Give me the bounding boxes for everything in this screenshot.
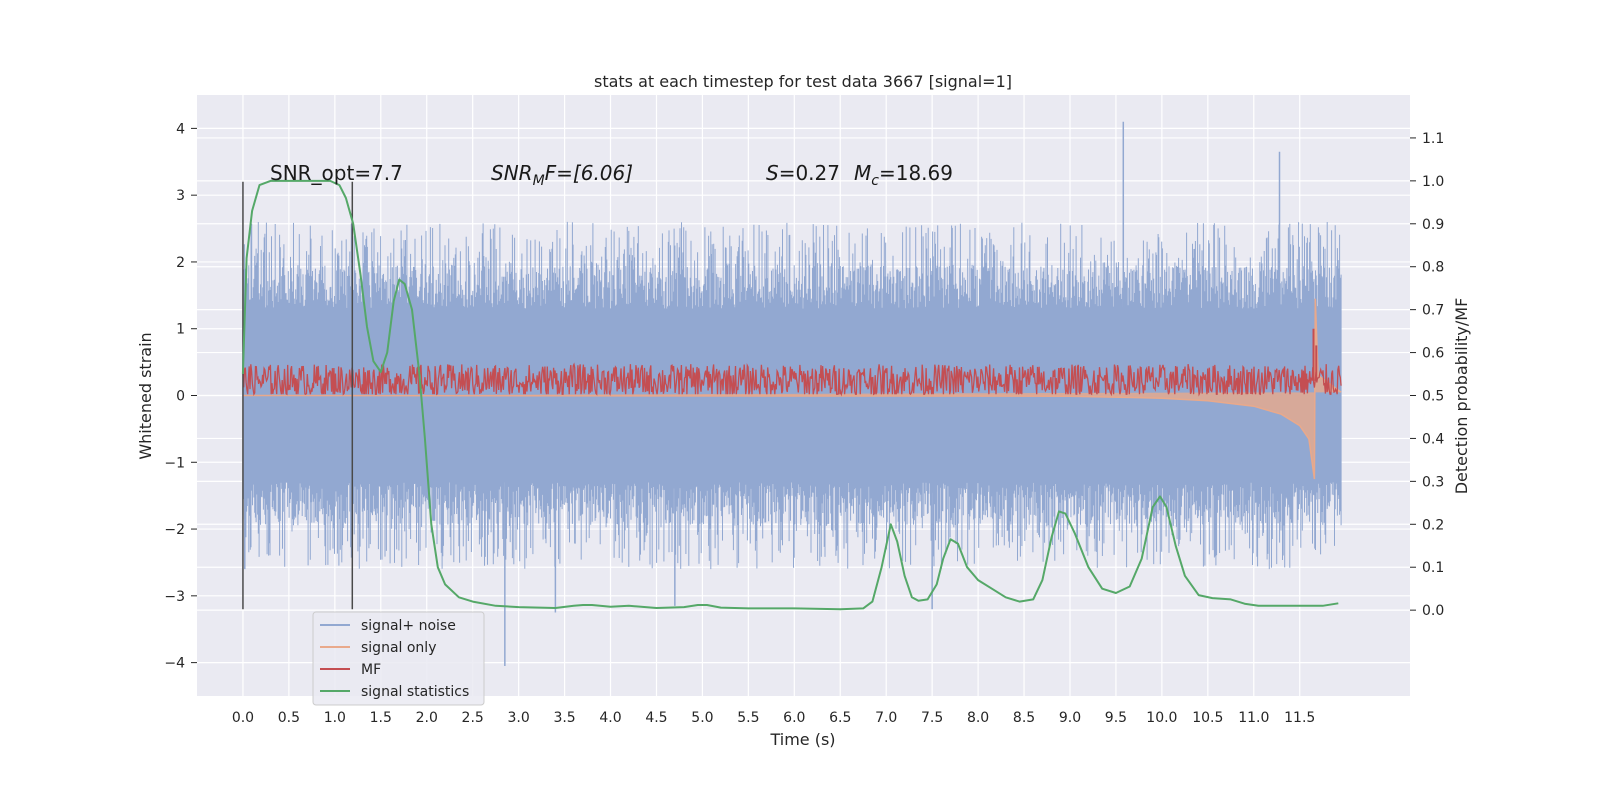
legend: signal+ noise signal only MF signal stat…: [312, 611, 485, 706]
x-tick-label: 0.5: [278, 710, 300, 726]
chart-title: stats at each timestep for test data 366…: [594, 72, 1012, 91]
x-tick-label: 5.0: [691, 710, 713, 726]
signal-only-line: [242, 298, 1342, 480]
signal-statistics-series: [241, 179, 1339, 611]
legend-box: [312, 611, 485, 706]
signal-statistics-line: [241, 179, 1339, 611]
y-tick-label: 3: [176, 188, 185, 204]
x-tick-label: 11.0: [1238, 710, 1269, 726]
right-y-tick-label: 0.7: [1422, 303, 1444, 319]
y-axis-ticks: 4 3 2 1 0 −1 −2 −3 −4: [164, 121, 197, 672]
x-tick-label: 11.5: [1284, 710, 1315, 726]
x-tick-label: 7.0: [875, 710, 897, 726]
x-tick-label: 2.5: [462, 710, 484, 726]
mc-label: M: [854, 161, 871, 185]
signal-only-series: [242, 298, 1342, 480]
legend-label-signal-noise: signal+ noise: [361, 618, 456, 634]
right-y-tick-label: 1.1: [1422, 131, 1444, 147]
mc-value: =18.69: [879, 161, 953, 185]
x-tick-label: 9.5: [1105, 710, 1127, 726]
s-value: =0.27: [779, 161, 840, 185]
right-y-tick-label: 0.6: [1422, 346, 1444, 362]
right-y-tick-label: 0.4: [1422, 431, 1444, 447]
legend-label-signal-statistics: signal statistics: [361, 684, 469, 700]
right-y-tick-label: 0.1: [1422, 560, 1444, 576]
x-tick-label: 3.0: [507, 710, 529, 726]
mf-series: [242, 328, 1342, 397]
x-tick-label: 8.5: [1013, 710, 1035, 726]
y-tick-label: −3: [164, 589, 185, 605]
x-tick-label: 4.0: [599, 710, 621, 726]
x-axis-label: Time (s): [769, 730, 835, 749]
x-tick-label: 2.0: [416, 710, 438, 726]
snr-mf-rest: F=[6.06]: [545, 161, 633, 185]
x-tick-label: 10.5: [1192, 710, 1223, 726]
vertical-markers: [242, 181, 354, 610]
right-y-axis-label: Detection probability/MF: [1452, 298, 1471, 495]
x-tick-label: 5.5: [737, 710, 759, 726]
right-y-tick-label: 0.5: [1422, 389, 1444, 405]
right-y-tick-label: 0.2: [1422, 517, 1444, 533]
right-y-tick-label: 0.8: [1422, 260, 1444, 276]
s-label: S: [766, 161, 779, 185]
right-y-tick-label: 0.3: [1422, 474, 1444, 490]
y-tick-label: 1: [176, 322, 185, 338]
x-tick-label: 10.0: [1146, 710, 1177, 726]
y-tick-label: −1: [164, 455, 185, 471]
y-tick-label: 4: [176, 121, 185, 137]
x-tick-label: 9.0: [1059, 710, 1081, 726]
x-tick-label: 8.0: [967, 710, 989, 726]
legend-label-mf: MF: [361, 662, 381, 678]
y-tick-label: −4: [164, 656, 185, 672]
y-tick-label: −2: [164, 522, 185, 538]
mc-subscript: c: [871, 173, 879, 189]
right-y-axis-ticks: 1.1 1.0 0.9 0.8 0.7 0.6 0.5 0.4 0.3 0.2 0.1 0.0: [1410, 131, 1444, 619]
snr-mf-subscript: M: [533, 173, 545, 189]
annotation-snr-mf: SNRMF=[6.06]: [491, 161, 633, 189]
mf-trace: [242, 362, 1342, 397]
y-axis-label: Whitened strain: [136, 332, 155, 459]
x-tick-label: 6.0: [783, 710, 805, 726]
annotation-s-mc: S=0.27 Mc=18.69: [766, 161, 953, 189]
right-y-tick-label: 0.0: [1422, 603, 1444, 619]
snr-mf-label: SNR: [491, 161, 533, 185]
x-tick-label: 4.5: [645, 710, 667, 726]
x-tick-label: 3.5: [553, 710, 575, 726]
y-tick-label: 2: [176, 255, 185, 271]
legend-label-signal-only: signal only: [361, 640, 436, 656]
right-y-tick-label: 0.9: [1422, 217, 1444, 233]
x-tick-label: 0.0: [232, 710, 254, 726]
annotation-snr-opt: SNR_opt=7.7: [270, 161, 403, 185]
x-tick-label: 6.5: [829, 710, 851, 726]
y-tick-label: 0: [176, 389, 185, 405]
x-tick-label: 1.5: [370, 710, 392, 726]
x-axis-ticks: 0.0 0.5 1.0 1.5 2.0 2.5 3.0 3.5 4.0 4.5 5.0 5.5 6.0 6…: [232, 710, 1315, 726]
x-tick-label: 7.5: [921, 710, 943, 726]
right-y-tick-label: 1.0: [1422, 174, 1444, 190]
x-tick-label: 1.0: [324, 710, 346, 726]
